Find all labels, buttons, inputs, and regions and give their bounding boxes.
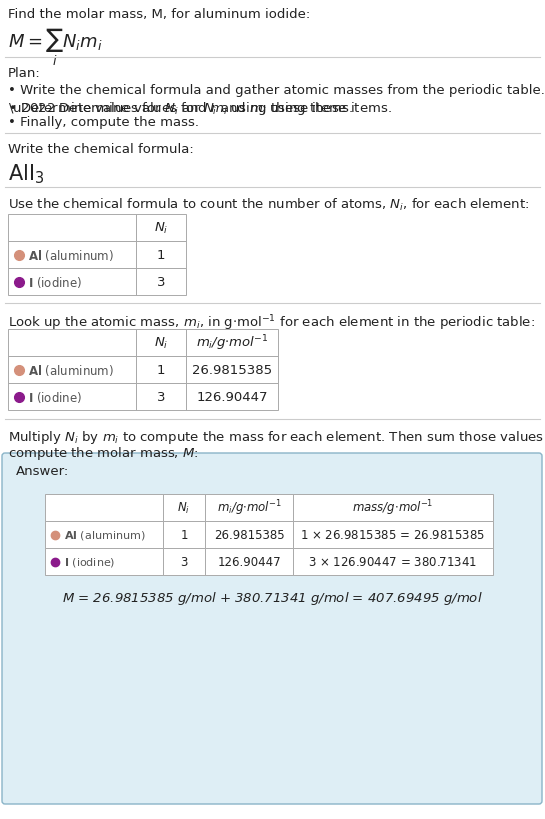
Text: $N_i$: $N_i$ <box>178 500 191 515</box>
Text: 1: 1 <box>157 249 165 262</box>
Text: • Write the chemical formula and gather atomic masses from the periodic table.: • Write the chemical formula and gather … <box>8 84 545 97</box>
Text: $\mathbf{Al}$ (aluminum): $\mathbf{Al}$ (aluminum) <box>64 528 146 541</box>
Bar <box>136 269 186 296</box>
Text: $\mathbf{I}$ (iodine): $\mathbf{I}$ (iodine) <box>28 390 82 405</box>
Bar <box>205 549 293 575</box>
Text: 126.90447: 126.90447 <box>196 391 268 404</box>
Bar <box>8 356 136 383</box>
Bar <box>186 329 278 356</box>
Bar <box>163 549 205 575</box>
Bar <box>205 495 293 522</box>
Text: Write the chemical formula:: Write the chemical formula: <box>8 143 194 156</box>
Text: 3: 3 <box>157 391 165 404</box>
Text: 26.9815385: 26.9815385 <box>192 364 272 377</box>
Text: $m_i$/g$\cdot$mol$^{-1}$: $m_i$/g$\cdot$mol$^{-1}$ <box>196 333 268 353</box>
Text: • Determine values for $N_i$ and $m_i$ using these items.: • Determine values for $N_i$ and $m_i$ u… <box>8 100 353 117</box>
Text: 1: 1 <box>180 528 187 541</box>
Text: 3: 3 <box>157 276 165 288</box>
Text: $\mathbf{Al}$ (aluminum): $\mathbf{Al}$ (aluminum) <box>28 247 114 263</box>
Bar <box>293 549 493 575</box>
Bar <box>163 522 205 549</box>
Bar <box>293 522 493 549</box>
Text: $\mathbf{Al}$ (aluminum): $\mathbf{Al}$ (aluminum) <box>28 363 114 378</box>
Bar <box>8 383 136 410</box>
Bar <box>8 269 136 296</box>
Bar <box>136 383 186 410</box>
Bar <box>136 329 186 356</box>
Bar <box>45 495 163 522</box>
Bar <box>136 215 186 242</box>
Text: $M = \sum_i N_i m_i$: $M = \sum_i N_i m_i$ <box>8 27 102 68</box>
Text: Find the molar mass, M, for aluminum iodide:: Find the molar mass, M, for aluminum iod… <box>8 8 310 21</box>
Text: • Finally, compute the mass.: • Finally, compute the mass. <box>8 115 199 129</box>
Text: 126.90447: 126.90447 <box>217 555 281 568</box>
Text: $N_i$: $N_i$ <box>154 336 168 351</box>
Bar <box>8 215 136 242</box>
Bar <box>163 495 205 522</box>
Bar <box>186 356 278 383</box>
Bar <box>136 242 186 269</box>
Bar <box>8 329 136 356</box>
Text: 3: 3 <box>180 555 187 568</box>
Bar <box>293 495 493 522</box>
Text: $N_i$: $N_i$ <box>154 220 168 236</box>
Text: 1 $\times$ 26.9815385 = 26.9815385: 1 $\times$ 26.9815385 = 26.9815385 <box>300 528 486 541</box>
Text: Plan:: Plan: <box>8 67 41 80</box>
Text: Use the chemical formula to count the number of atoms, $N_i$, for each element:: Use the chemical formula to count the nu… <box>8 197 529 213</box>
Bar <box>186 383 278 410</box>
Text: 3 $\times$ 126.90447 = 380.71341: 3 $\times$ 126.90447 = 380.71341 <box>308 555 477 568</box>
Bar <box>8 242 136 269</box>
Text: $M$ = 26.9815385 g/mol + 380.71341 g/mol = 407.69495 g/mol: $M$ = 26.9815385 g/mol + 380.71341 g/mol… <box>62 590 482 606</box>
Text: mass/g$\cdot$mol$^{-1}$: mass/g$\cdot$mol$^{-1}$ <box>352 498 434 518</box>
Text: 26.9815385: 26.9815385 <box>214 528 284 541</box>
Bar <box>45 522 163 549</box>
Text: $\mathbf{I}$ (iodine): $\mathbf{I}$ (iodine) <box>28 274 82 290</box>
FancyBboxPatch shape <box>2 454 542 804</box>
Text: $\mathbf{I}$ (iodine): $\mathbf{I}$ (iodine) <box>64 555 116 568</box>
Bar <box>136 356 186 383</box>
Text: 1: 1 <box>157 364 165 377</box>
Text: AlI$_3$: AlI$_3$ <box>8 162 45 185</box>
Text: compute the molar mass, $M$:: compute the molar mass, $M$: <box>8 445 199 461</box>
Text: \u2022 Determine values for $N_i$ and $m_i$ using these items.: \u2022 Determine values for $N_i$ and $m… <box>8 100 392 117</box>
Text: Multiply $N_i$ by $m_i$ to compute the mass for each element. Then sum those val: Multiply $N_i$ by $m_i$ to compute the m… <box>8 428 545 446</box>
Bar <box>205 522 293 549</box>
Bar <box>45 549 163 575</box>
Text: Look up the atomic mass, $m_i$, in g$\cdot$mol$^{-1}$ for each element in the pe: Look up the atomic mass, $m_i$, in g$\cd… <box>8 313 535 333</box>
Text: $m_i$/g$\cdot$mol$^{-1}$: $m_i$/g$\cdot$mol$^{-1}$ <box>217 498 281 518</box>
Text: Answer:: Answer: <box>16 464 69 477</box>
